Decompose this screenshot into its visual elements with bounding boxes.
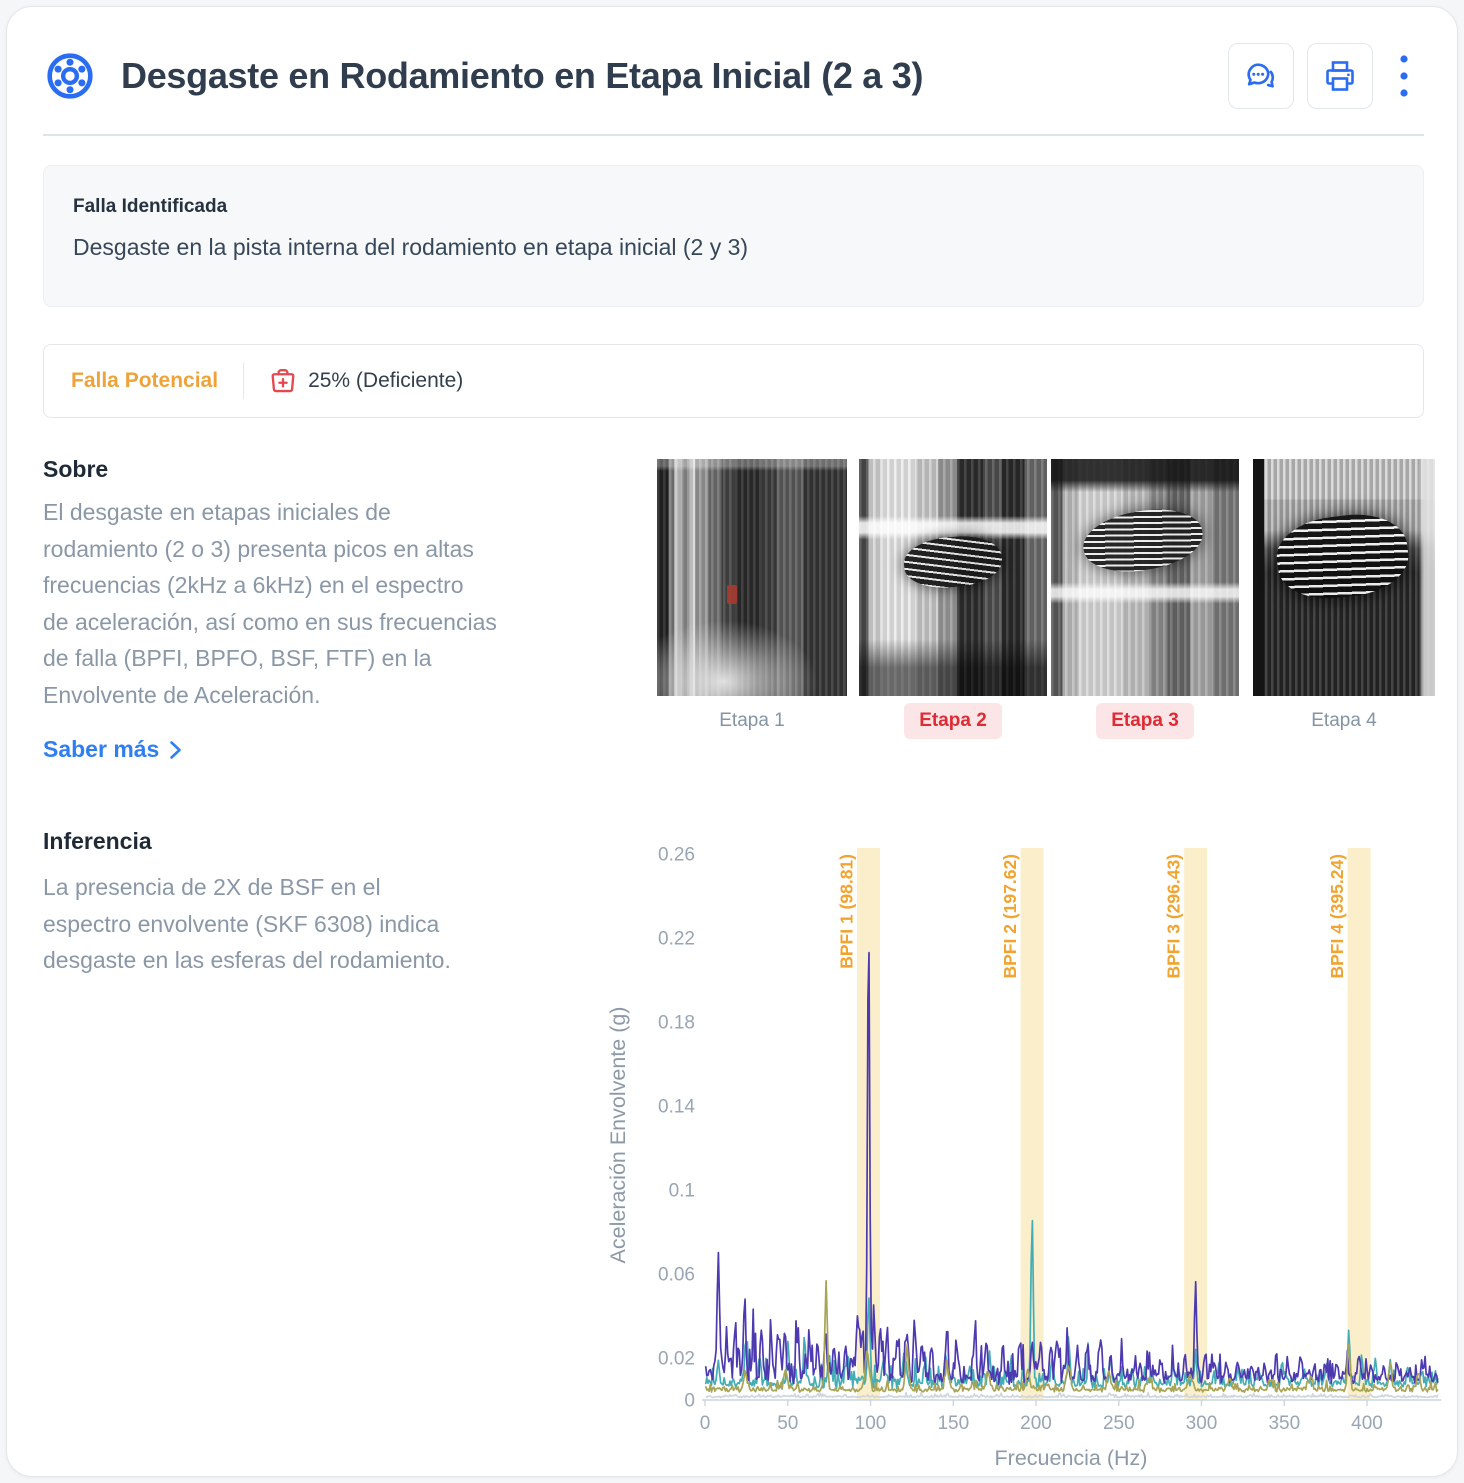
inference-heading: Inferencia	[43, 828, 152, 854]
x-tick-label: 350	[1268, 1413, 1300, 1434]
series-espectro-olive	[704, 1279, 1439, 1394]
fault-band-label: BPFI 2 (197.62)	[1000, 854, 1020, 979]
status-separator	[243, 363, 245, 399]
fault-band	[1020, 848, 1044, 1400]
stage-1: Etapa 1	[657, 459, 847, 731]
stage-4: Etapa 4	[1253, 459, 1435, 731]
about-body: El desgaste en etapas iniciales de rodam…	[43, 499, 497, 708]
y-tick-label: 0.06	[658, 1265, 695, 1286]
status-badge: Falla Potencial	[71, 369, 219, 392]
chat-icon	[1243, 58, 1280, 95]
health-score: 25% (Deficiente)	[308, 369, 464, 392]
y-tick-label: 0.14	[658, 1097, 695, 1118]
print-icon	[1322, 58, 1358, 94]
header-divider	[43, 134, 1424, 136]
x-axis-title: Frecuencia (Hz)	[995, 1446, 1148, 1470]
stage-4-image	[1253, 459, 1435, 696]
x-tick-label: 100	[855, 1413, 887, 1434]
kebab-icon	[1399, 52, 1409, 100]
header: Desgaste en Rodamiento en Etapa Inicial …	[45, 41, 1427, 111]
inference-body: La presencia de 2X de BSF en el espectro…	[43, 874, 451, 973]
series-baseline-flat	[705, 1391, 1439, 1399]
x-tick-label: 200	[1020, 1413, 1052, 1434]
more-options-button[interactable]	[1381, 43, 1427, 109]
stage-2-image	[859, 459, 1047, 696]
page-title: Desgaste en Rodamiento en Etapa Inicial …	[121, 55, 924, 96]
learn-more-label: Saber más	[43, 736, 160, 762]
stage-2: Etapa 2	[859, 459, 1047, 739]
medkit-icon	[269, 367, 297, 395]
report-card: Desgaste en Rodamiento en Etapa Inicial …	[6, 6, 1458, 1477]
fault-band-label: BPFI 1 (98.81)	[837, 854, 857, 969]
fault-band-label: BPFI 4 (395.24)	[1327, 854, 1347, 979]
status-bar: Falla Potencial 25% (Deficiente)	[43, 344, 1424, 418]
fault-band	[1184, 848, 1208, 1400]
y-axis-title: Aceleración Envolvente (g)	[606, 1007, 630, 1264]
stage-3: Etapa 3	[1051, 459, 1239, 739]
stage-1-caption: Etapa 1	[719, 710, 785, 731]
y-tick-label: 0.02	[658, 1349, 695, 1370]
chevron-right-icon	[169, 739, 182, 761]
chat-button[interactable]	[1228, 43, 1294, 109]
chart-canvas: BPFI 1 (98.81) BPFI 2 (197.62) BPFI 3 (296…	[606, 845, 1441, 1470]
fault-band	[1347, 848, 1371, 1400]
y-tick-label: 0.26	[658, 845, 695, 866]
stage-4-caption: Etapa 4	[1311, 710, 1377, 731]
print-button[interactable]	[1307, 43, 1373, 109]
x-tick-label: 150	[937, 1413, 969, 1434]
fault-identified-box: Falla Identificada Desgaste en la pista …	[43, 165, 1424, 307]
learn-more-link[interactable]: Saber más	[43, 736, 182, 763]
x-tick-label: 50	[777, 1413, 798, 1434]
y-tick-label: 0.22	[658, 929, 695, 950]
stage-1-image	[657, 459, 847, 696]
about-heading: Sobre	[43, 456, 109, 482]
envelope-spectrum-chart: BPFI 1 (98.81) BPFI 2 (197.62) BPFI 3 (296…	[605, 825, 1457, 1476]
y-tick-label: 0.18	[658, 1013, 695, 1034]
stage-3-image	[1051, 459, 1239, 696]
x-tick-label: 400	[1351, 1413, 1383, 1434]
bearing-icon	[45, 51, 95, 101]
fault-identified-description: Desgaste en la pista interna del rodamie…	[73, 234, 749, 260]
stage-3-caption: Etapa 3	[1051, 703, 1239, 739]
fault-band-label: BPFI 3 (296.43)	[1164, 854, 1184, 979]
x-tick-label: 250	[1103, 1413, 1135, 1434]
x-tick-label: 300	[1186, 1413, 1218, 1434]
fault-band	[857, 848, 880, 1400]
y-tick-label: 0.1	[669, 1181, 695, 1202]
x-tick-label: 0	[700, 1413, 711, 1434]
series-espectro-indigo	[704, 951, 1439, 1386]
fault-identified-label: Falla Identificada	[73, 196, 228, 217]
stage-2-caption: Etapa 2	[859, 703, 1047, 739]
stage-1-defect-mark	[727, 584, 738, 604]
y-tick-label: 0	[684, 1391, 695, 1412]
